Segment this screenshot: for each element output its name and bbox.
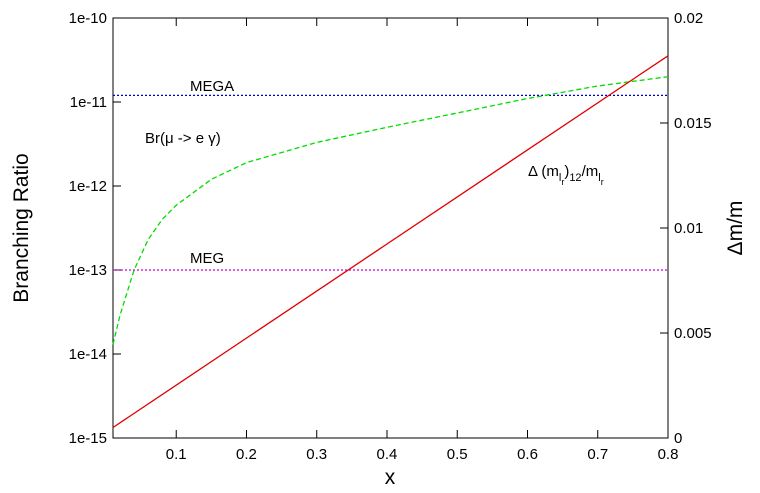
mega-label: MEGA — [190, 78, 234, 95]
y-tick-label: 1e-12 — [69, 178, 107, 195]
y2-tick-label: 0.02 — [674, 10, 703, 27]
delta-label-part: l — [559, 172, 561, 184]
delta-label-part: 12 — [569, 172, 581, 184]
series-line — [112, 76, 669, 345]
y2-tick-label: 0.01 — [674, 220, 703, 237]
y2-tick-label: 0 — [674, 430, 682, 447]
y-tick-label: 1e-13 — [69, 262, 107, 279]
x-tick-label: 0.6 — [517, 446, 538, 463]
delta-label-part: r — [601, 177, 604, 187]
y2-tick-label: 0.005 — [674, 325, 712, 342]
y2-axis-title: Δm/m — [724, 201, 747, 256]
x-axis-title: x — [385, 466, 396, 489]
x-tick-label: 0.8 — [658, 446, 679, 463]
delta-label-part: l — [598, 172, 600, 184]
y-axis-title: Branching Ratio — [10, 153, 33, 302]
y-tick-label: 1e-11 — [70, 94, 107, 111]
delta-label: Δ (mlr)12/mlr — [528, 163, 604, 187]
x-tick-label: 0.3 — [306, 446, 327, 463]
meg-label: MEG — [190, 250, 224, 267]
br-label: Br(μ -> e γ) — [145, 130, 221, 147]
x-tick-label: 0.4 — [377, 446, 398, 463]
delta-label-part: ) — [564, 163, 569, 180]
x-tick-label: 0.1 — [166, 446, 187, 463]
y-tick-label: 1e-14 — [69, 346, 107, 363]
delta-label-part: Δ (m — [528, 163, 559, 180]
y-tick-label: 1e-10 — [69, 10, 107, 27]
x-tick-label: 0.5 — [447, 446, 468, 463]
series-line — [112, 55, 669, 429]
delta-label-part: r — [561, 177, 564, 187]
y2-tick-label: 0.015 — [674, 115, 712, 132]
x-tick-label: 0.7 — [587, 446, 608, 463]
x-tick-label: 0.2 — [236, 446, 257, 463]
y-tick-label: 1e-15 — [69, 430, 107, 447]
delta-label-part: /m — [582, 163, 599, 180]
